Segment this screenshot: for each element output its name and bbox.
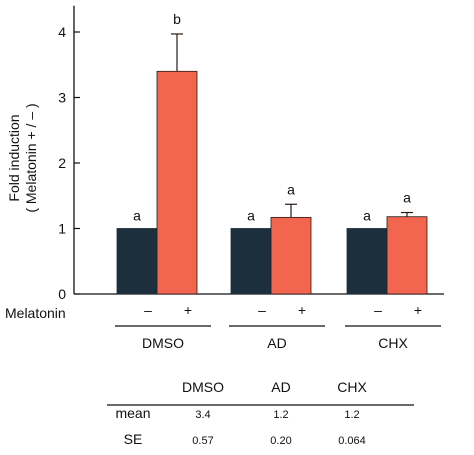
treatment-sign: +	[184, 302, 192, 318]
table-cell: 3.4	[195, 409, 210, 421]
table-cell: 0.57	[192, 435, 213, 447]
y-tick-label: 1	[58, 221, 66, 237]
table-column-header: AD	[271, 379, 290, 395]
group-label: CHX	[378, 335, 408, 351]
bar-dmso-plus	[156, 70, 198, 295]
labels: a – b + DMSO a – a + AD a – a + CHX Melatonin	[5, 11, 441, 351]
significance-label: a	[403, 190, 411, 206]
significance-label: a	[363, 208, 371, 224]
error-bars	[171, 33, 413, 218]
bars	[116, 70, 428, 295]
y-axis-label-line2: ( Melatonin + / – )	[23, 103, 39, 212]
significance-label: a	[287, 181, 295, 197]
table-row-label: SE	[124, 431, 143, 447]
significance-label: b	[173, 11, 181, 27]
significance-label: a	[247, 208, 255, 224]
table-cell: 0.20	[270, 435, 291, 447]
bar-dmso-minus	[116, 228, 158, 295]
table-cell: 1.2	[273, 409, 288, 421]
bar-chx-plus	[386, 216, 428, 295]
table-column-header: DMSO	[182, 379, 224, 395]
bar-ad-minus	[230, 228, 272, 295]
y-tick-label: 0	[58, 286, 66, 302]
y-axis-label-line1: Fold induction	[6, 114, 22, 201]
significance-label: a	[133, 208, 141, 224]
bar-ad-plus	[270, 216, 312, 295]
bar-chx-minus	[346, 228, 388, 295]
treatment-sign: +	[298, 302, 306, 318]
treatment-label: Melatonin	[5, 305, 66, 321]
group-label: AD	[267, 335, 286, 351]
table-column-header: CHX	[337, 379, 367, 395]
table-cell: 0.064	[338, 435, 366, 447]
treatment-sign: +	[414, 302, 422, 318]
table-cell: 1.2	[344, 409, 359, 421]
y-tick-label: 3	[58, 90, 66, 106]
y-tick-label: 2	[58, 155, 66, 171]
group-label: DMSO	[142, 335, 184, 351]
treatment-sign: –	[374, 302, 382, 318]
summary-table: DMSO AD CHX mean 3.4 1.2 1.2 SE 0.57 0.20 0.064	[107, 379, 414, 447]
treatment-sign: –	[258, 302, 266, 318]
table-row-label: mean	[115, 405, 150, 421]
y-tick-label: 4	[58, 24, 66, 40]
y-axis-label: Fold induction( Melatonin + / – )	[6, 103, 39, 212]
treatment-sign: –	[144, 302, 152, 318]
